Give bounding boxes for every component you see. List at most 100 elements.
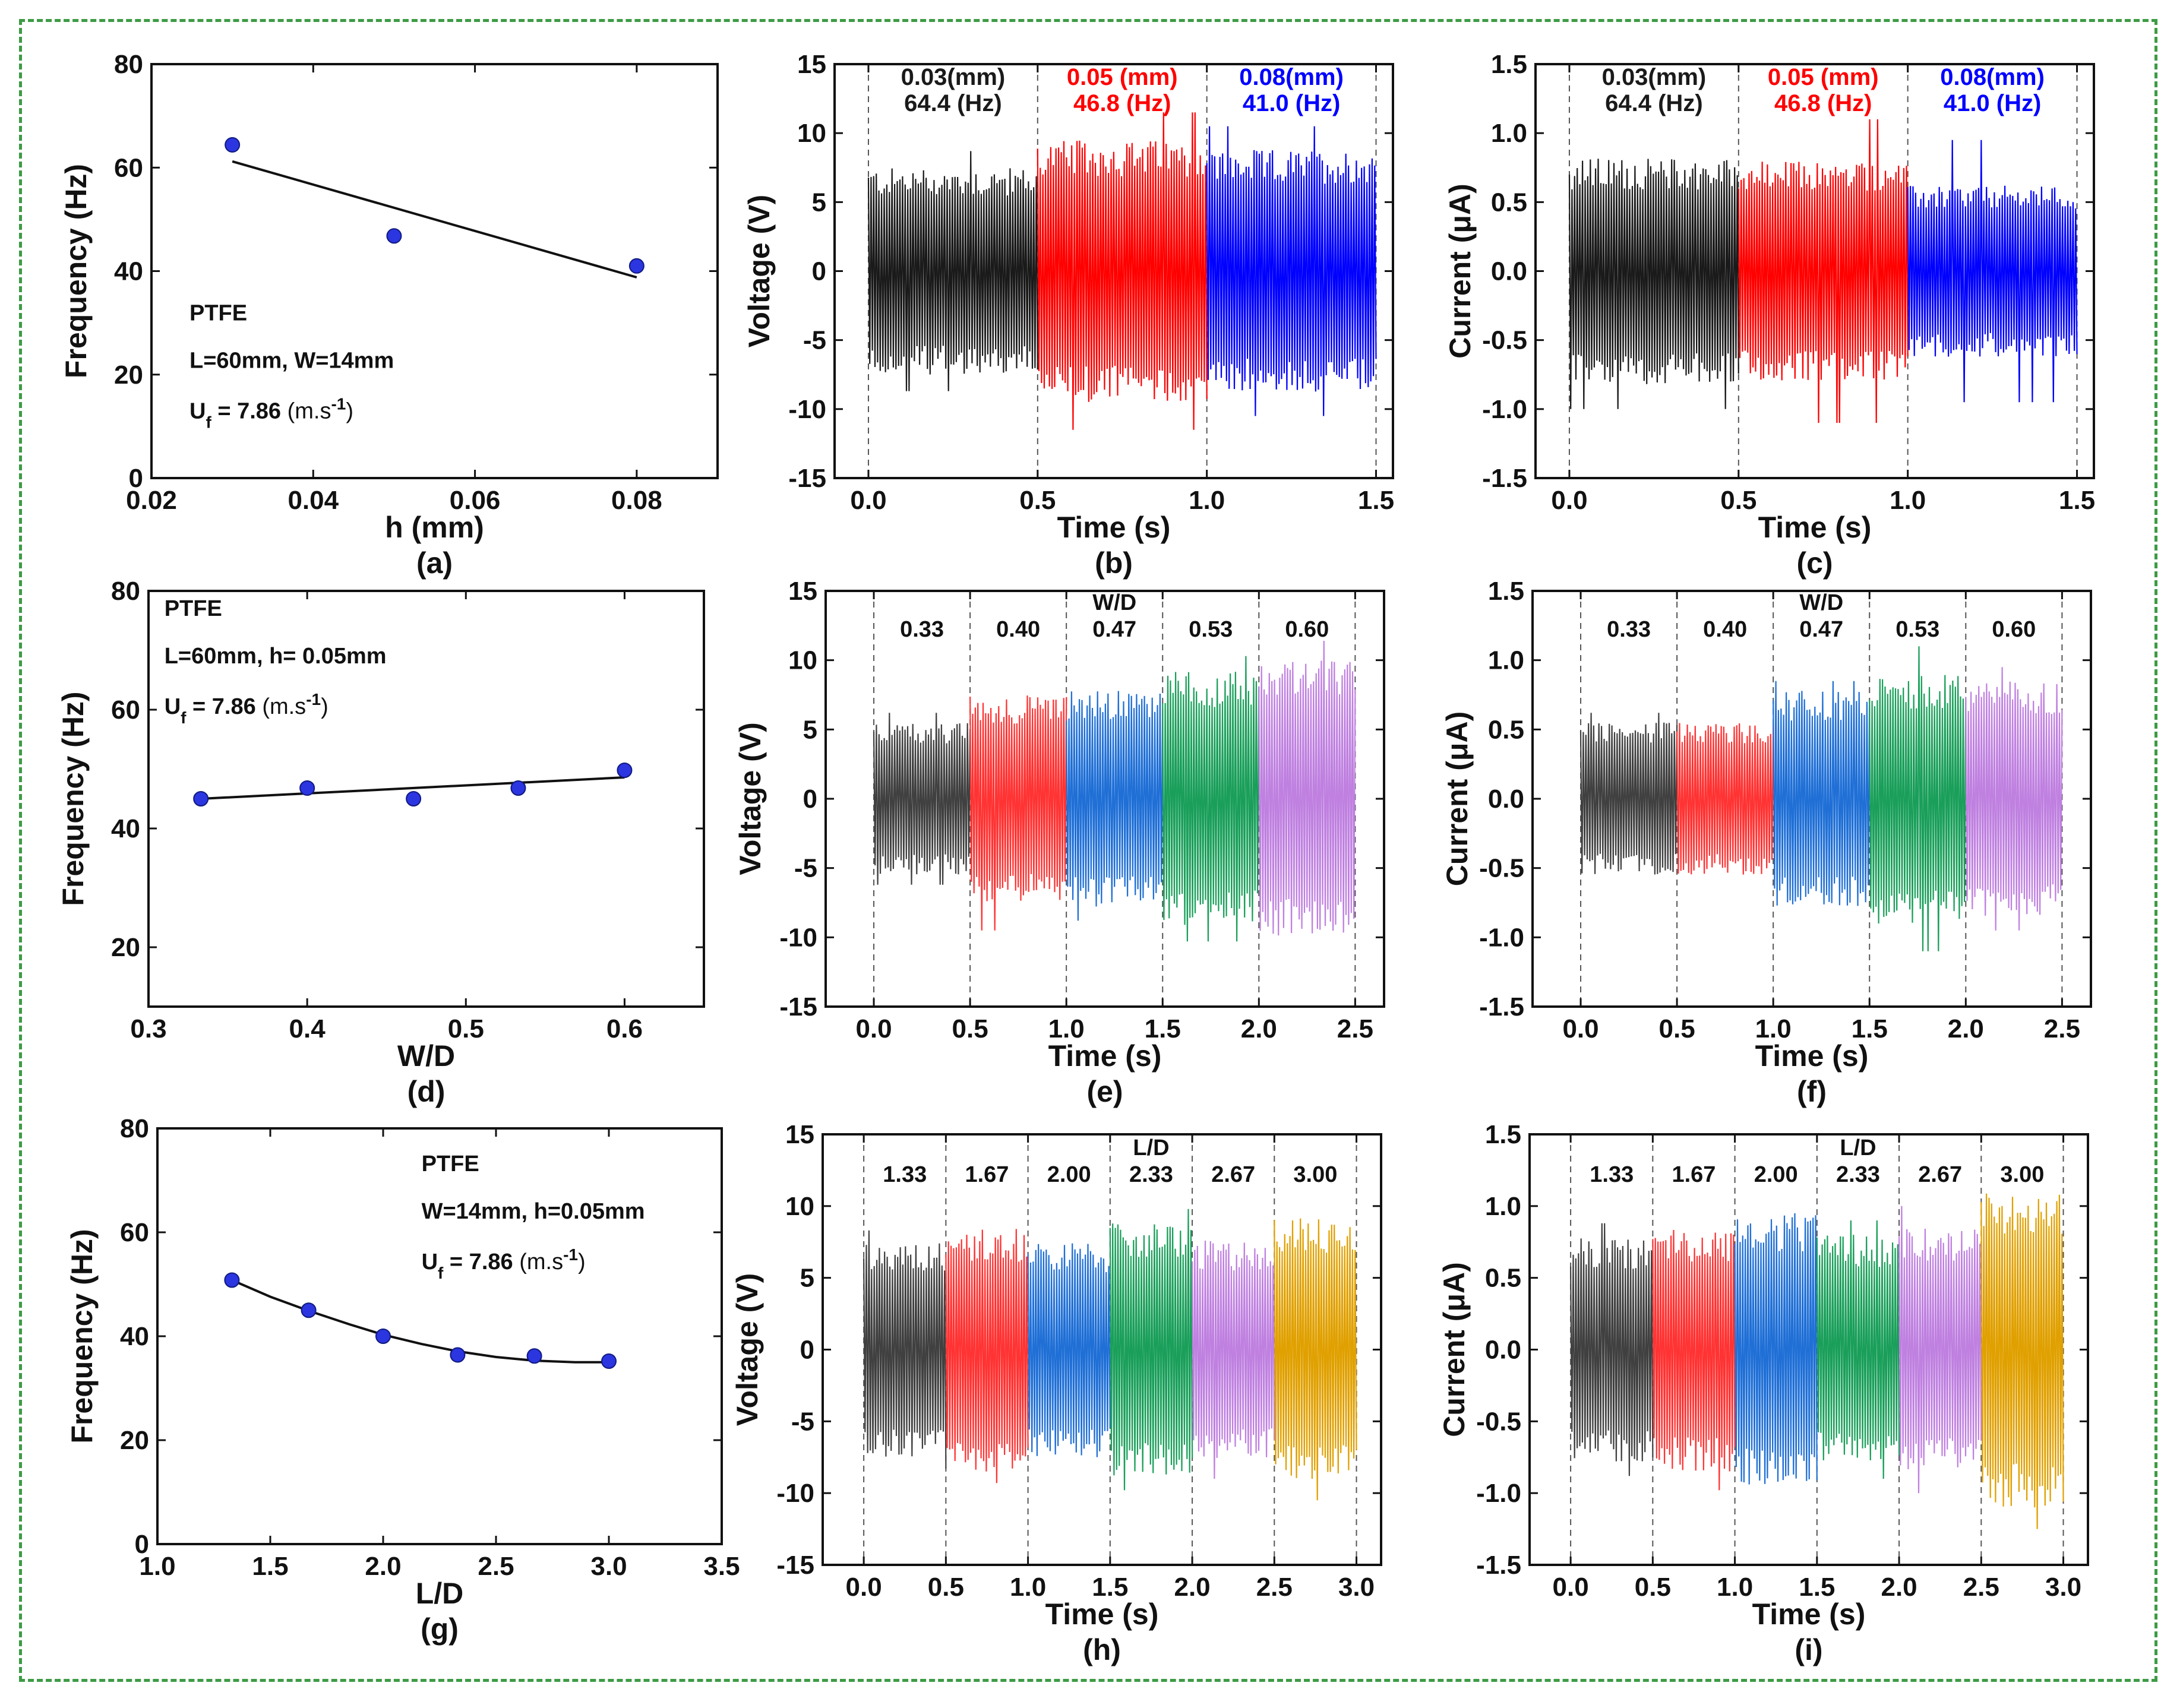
x-tick-label: 0.0 [1562,1014,1598,1043]
y-axis-label: Voltage (V) [734,722,767,875]
annotation-part: = 7.86 [211,398,288,423]
series-waveform-133 [1570,1223,1654,1476]
series-waveform-233 [1109,1209,1193,1491]
series-label: 0.47 [1092,617,1136,642]
annotation-part: f [181,708,187,727]
x-tick-label: 1.5 [1799,1573,1835,1602]
panel-g: PTFE W=14mm, h=0.05mm Uf = 7.86 (m.s-1) 1.0… [65,1114,740,1646]
y-axis-label: Current (μA) [1440,711,1474,886]
y-tick-label: 80 [114,50,143,79]
x-tick-label: 2.5 [1256,1573,1293,1602]
y-tick-label: 40 [114,257,143,286]
x-tick-label: 0.0 [855,1014,892,1043]
y-tick-label: 5 [800,1264,814,1293]
x-tick-label: 2.5 [1963,1573,1999,1602]
x-tick-label: 1.5 [1092,1573,1128,1602]
series-waveform-053 [1162,656,1260,942]
y-tick-label: 10 [785,1192,814,1221]
y-tick-label: 0 [800,1336,814,1365]
y-axis-label: Current (μA) [1443,184,1477,358]
annotation-dimensions: W=14mm, h=0.05mm [422,1199,645,1224]
fit-line [231,1279,609,1364]
series-label: 2.67 [1918,1162,1962,1187]
series-label: 1.33 [1590,1162,1634,1187]
series-waveform-167 [945,1229,1029,1484]
panel-label: (i) [1795,1633,1822,1666]
y-tick-label: -5 [794,854,817,883]
data-point [510,780,526,796]
x-axis-label: Time (s) [1755,1039,1869,1073]
x-tick-label: 1.0 [139,1552,175,1581]
data-point [224,1272,240,1288]
y-tick-label: 5 [812,188,826,217]
series-waveform-267 [1192,1240,1275,1479]
annotation-part: f [206,413,211,431]
series-label: 2.33 [1836,1162,1880,1187]
x-axis-label: W/D [397,1039,455,1073]
y-tick-label: 40 [111,814,140,843]
x-tick-label: 1.5 [1852,1014,1888,1043]
panel-f: 0.33 0.40 0.47 0.53 0.60 W/D 0.0 0.5 1.0 1.5 2.0 2.… [1440,577,2092,1108]
series-label: 0.03(mm) [1602,64,1707,90]
annotation-part: ) [346,398,353,423]
series-header: W/D [1799,590,1843,615]
x-tick-label: 0.0 [1553,1573,1589,1602]
series-label: 64.4 (Hz) [904,90,1002,116]
series-label: 46.8 (Hz) [1774,90,1872,116]
series-waveform-033 [1579,713,1678,875]
panel-i: 1.33 1.67 2.00 2.33 2.67 3.00 L/D 0.0 0.5 1.0 1.5 2… [1438,1120,2089,1666]
y-tick-label: 60 [120,1218,149,1247]
y-tick-label: 0.5 [1488,715,1524,744]
x-tick-label: 0.08 [611,486,662,515]
y-tick-label: 0 [129,464,143,493]
annotation-part: (m.s [262,694,306,719]
series-label: 0.08(mm) [1940,64,2045,90]
x-tick-label: 2.0 [1174,1573,1210,1602]
x-axis-label: Time (s) [1048,1039,1162,1073]
y-tick-label: -0.5 [1476,1407,1521,1436]
annotation-part: U [189,398,206,423]
x-tick-label: 0.6 [606,1014,643,1043]
x-tick-label: 1.0 [1717,1573,1753,1602]
y-tick-label: 0 [812,257,826,286]
x-axis-label: Time (s) [1045,1598,1159,1631]
y-tick-label: 1.5 [1488,577,1524,606]
data-point [406,791,422,806]
y-tick-label: 10 [797,119,826,148]
annotation-dimensions: L=60mm, h= 0.05mm [165,644,387,669]
y-tick-label: 0.5 [1491,188,1527,217]
series-label: 2.00 [1754,1162,1798,1187]
y-tick-label: -1.5 [1482,464,1527,493]
series-label: 0.40 [1703,617,1747,642]
annotation-part: (m.s [288,398,331,423]
x-tick-label: 0.5 [1635,1573,1671,1602]
y-tick-label: 20 [111,933,140,962]
x-tick-label: 1.5 [252,1552,288,1581]
x-tick-label: 2.5 [1337,1014,1373,1043]
y-tick-label: 0.0 [1491,257,1527,286]
x-tick-label: 0.0 [1551,486,1587,515]
y-tick-label: -5 [791,1407,814,1436]
annotation-part: (m.s [519,1250,563,1274]
x-tick-label: 1.0 [1048,1014,1085,1043]
series-waveform-200 [1734,1213,1818,1485]
x-tick-label: 0.3 [130,1014,166,1043]
x-tick-label: 0.5 [1019,486,1056,515]
series-header: L/D [1133,1135,1169,1160]
series-header: L/D [1840,1135,1876,1160]
y-tick-label: 0.5 [1485,1264,1521,1293]
annotation-part: U [422,1250,438,1274]
series-waveform-040 [969,695,1067,931]
y-axis-label: Voltage (V) [731,1273,764,1426]
series-label: 46.8 (Hz) [1073,90,1171,116]
x-tick-label: 2.5 [478,1552,514,1581]
y-axis-label: Voltage (V) [743,195,776,347]
y-tick-label: -1.5 [1476,1551,1521,1580]
panel-label: (d) [407,1075,446,1108]
series-waveform-300 [1274,1218,1357,1501]
series-label: 1.67 [965,1162,1009,1187]
x-tick-label: 0.02 [126,486,177,515]
y-tick-label: 0 [803,785,817,814]
annotation-flow-speed: Uf = 7.86 (m.s-1) [165,690,328,727]
series-label: 41.0 (Hz) [1944,90,2042,116]
